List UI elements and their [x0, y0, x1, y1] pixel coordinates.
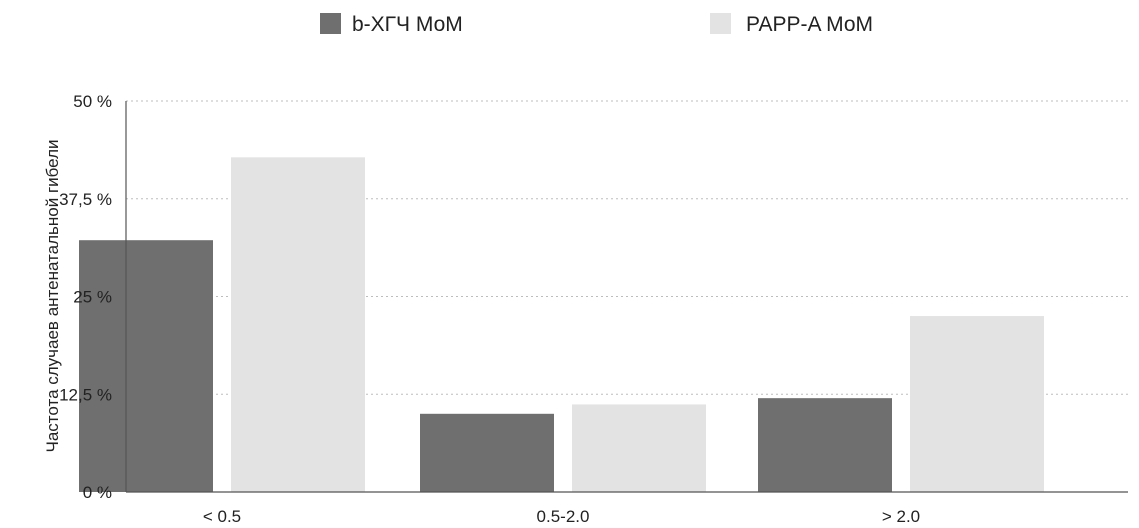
bar: [910, 316, 1044, 492]
legend-swatch: [710, 13, 731, 34]
bars-group: [79, 157, 1044, 492]
bar: [758, 398, 892, 492]
bar: [420, 413, 554, 492]
bar: [79, 240, 213, 492]
x-category-labels: < 0.5 0.5-2.0 > 2.0: [203, 507, 920, 526]
legend-label: b-ХГЧ МоМ: [352, 13, 463, 36]
x-category-label: > 2.0: [882, 507, 920, 526]
y-tick-label: 50 %: [73, 92, 112, 111]
y-tick-label: 12,5 %: [59, 385, 112, 404]
y-tick-label: 0 %: [83, 483, 112, 502]
x-category-label: 0.5-2.0: [537, 507, 590, 526]
y-axis-title: Частота случаев антенатальной гибели: [43, 140, 62, 453]
legend-swatch: [320, 13, 341, 34]
x-category-label: < 0.5: [203, 507, 241, 526]
legend-label: PAPP-A МоМ: [746, 13, 873, 36]
bar: [572, 404, 706, 492]
bar: [231, 157, 365, 492]
chart-legend: b-ХГЧ МоМ PAPP-A МоМ: [320, 13, 873, 36]
y-tick-labels: 0 % 12,5 % 25 % 37,5 % 50 %: [59, 92, 112, 502]
axes: [125, 101, 1128, 493]
y-tick-label: 25 %: [73, 288, 112, 307]
y-tick-label: 37,5 %: [59, 190, 112, 209]
